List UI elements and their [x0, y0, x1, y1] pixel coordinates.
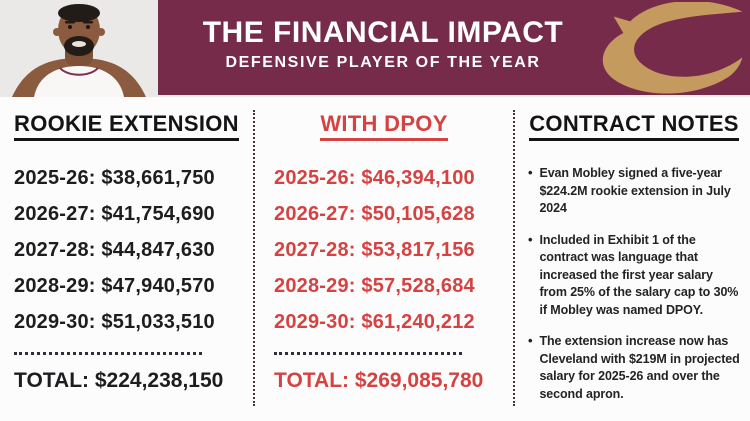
player-headshot-illustration — [0, 0, 158, 97]
note-text: Included in Exhibit 1 of the contract wa… — [539, 232, 739, 317]
title-block: THE FINANCIAL IMPACT DEFENSIVE PLAYER OF… — [188, 16, 578, 72]
bullet-icon: • — [528, 231, 533, 247]
with-dpoy-total: TOTAL: $269,085,780 — [274, 369, 484, 392]
bullet-icon: • — [528, 165, 533, 180]
page-subtitle: DEFENSIVE PLAYER OF THE YEAR — [225, 54, 541, 71]
column-divider — [253, 110, 255, 406]
rookie-extension-heading: ROOKIE EXTENSION — [14, 111, 239, 141]
contract-notes-column: CONTRACT NOTES • Evan Mobley signed a fi… — [518, 97, 750, 417]
rookie-extension-rows: 2025-26: $38,661,750 2026-27: $41,754,69… — [14, 167, 244, 334]
cavaliers-logo-icon — [602, 2, 743, 94]
dotted-separator — [14, 352, 202, 355]
note-item: • The extension increase now has Clevela… — [528, 333, 740, 403]
title-banner: THE FINANCIAL IMPACT DEFENSIVE PLAYER OF… — [158, 0, 750, 97]
header: THE FINANCIAL IMPACT DEFENSIVE PLAYER OF… — [0, 0, 750, 97]
salary-row: 2028-29: $57,528,684 — [274, 275, 475, 297]
player-photo — [0, 0, 158, 97]
contract-notes-heading: CONTRACT NOTES — [529, 111, 739, 141]
salary-row: 2027-28: $44,847,630 — [14, 239, 215, 261]
salary-row: 2027-28: $53,817,156 — [274, 239, 475, 261]
salary-row: 2029-30: $61,240,212 — [274, 311, 475, 333]
salary-row: 2025-26: $38,661,750 — [14, 167, 215, 189]
with-dpoy-column: WITH DPOY 2025-26: $46,394,100 2026-27: … — [256, 97, 508, 393]
salary-row: 2026-27: $41,754,690 — [14, 203, 215, 225]
bullet-icon: • — [528, 333, 533, 348]
contract-notes-list: • Evan Mobley signed a five-year $224.2M… — [528, 165, 740, 403]
note-item: • Included in Exhibit 1 of the contract … — [528, 232, 740, 320]
with-dpoy-rows: 2025-26: $46,394,100 2026-27: $50,105,62… — [266, 167, 502, 334]
dotted-separator — [274, 352, 462, 355]
column-divider — [513, 110, 515, 406]
note-item: • Evan Mobley signed a five-year $224.2M… — [528, 165, 740, 218]
salary-row: 2025-26: $46,394,100 — [274, 167, 475, 189]
note-text: Evan Mobley signed a five-year $224.2M r… — [539, 166, 731, 215]
rookie-extension-total: TOTAL: $224,238,150 — [14, 369, 224, 392]
salary-row: 2029-30: $51,033,510 — [14, 311, 215, 333]
salary-row: 2028-29: $47,940,570 — [14, 275, 215, 297]
note-text: The extension increase now has Cleveland… — [539, 334, 740, 401]
salary-row: 2026-27: $50,105,628 — [274, 203, 475, 225]
with-dpoy-heading: WITH DPOY — [320, 111, 448, 141]
rookie-extension-column: ROOKIE EXTENSION 2025-26: $38,661,750 20… — [0, 97, 250, 393]
page-title: THE FINANCIAL IMPACT — [202, 16, 564, 49]
